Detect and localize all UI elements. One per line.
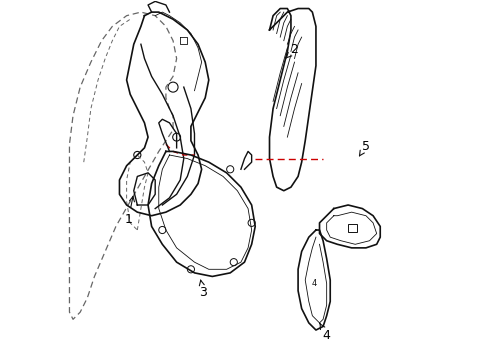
- Bar: [347, 224, 356, 232]
- Text: 5: 5: [359, 140, 369, 156]
- Text: 3: 3: [199, 280, 207, 299]
- Text: 4: 4: [311, 279, 316, 288]
- Text: 4: 4: [319, 324, 330, 342]
- Text: 2: 2: [285, 43, 298, 58]
- Text: 1: 1: [124, 197, 134, 226]
